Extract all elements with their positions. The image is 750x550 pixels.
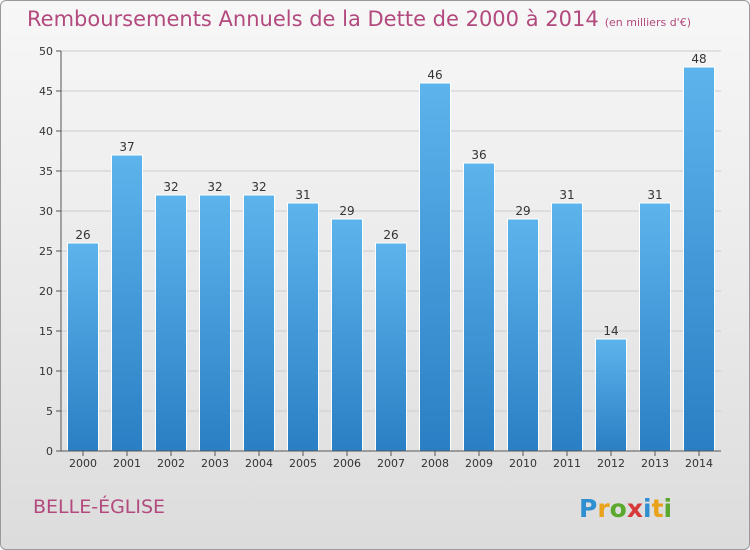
commune-name: BELLE-ÉGLISE bbox=[33, 496, 166, 518]
x-tick-label: 2004 bbox=[245, 457, 273, 470]
labels: 0 5 10 15 20 25 30 35 40 45 50 26 2000 37 2001 32 2002 32… bbox=[39, 45, 713, 470]
data-label: 14 bbox=[603, 324, 618, 338]
bar-2005 bbox=[287, 202, 319, 452]
data-label: 29 bbox=[339, 204, 354, 218]
y-tick-label: 5 bbox=[46, 405, 53, 418]
x-tick-label: 2000 bbox=[69, 457, 97, 470]
data-label: 31 bbox=[559, 188, 574, 202]
bar-2009 bbox=[463, 162, 495, 452]
bar-2010 bbox=[507, 218, 539, 452]
chart-title-text: Remboursements Annuels de la Dette de 20… bbox=[27, 7, 599, 31]
svg-text:Proxiti: Proxiti bbox=[579, 494, 672, 523]
y-tick-label: 0 bbox=[46, 445, 53, 458]
data-label: 48 bbox=[691, 52, 706, 66]
bar-2008 bbox=[419, 82, 451, 452]
x-tick-label: 2012 bbox=[597, 457, 625, 470]
y-tick-label: 30 bbox=[39, 205, 53, 218]
proxiti-logo: Proxiti bbox=[579, 494, 672, 523]
data-label: 46 bbox=[427, 68, 442, 82]
data-label: 29 bbox=[515, 204, 530, 218]
bars bbox=[67, 66, 715, 452]
x-tick-label: 2001 bbox=[113, 457, 141, 470]
data-label: 31 bbox=[647, 188, 662, 202]
data-label: 31 bbox=[295, 188, 310, 202]
bar-2007 bbox=[375, 242, 407, 452]
y-tick-label: 25 bbox=[39, 245, 53, 258]
y-tick-label: 15 bbox=[39, 325, 53, 338]
x-tick-label: 2005 bbox=[289, 457, 317, 470]
x-tick-label: 2009 bbox=[465, 457, 493, 470]
x-tick-label: 2002 bbox=[157, 457, 185, 470]
x-tick-label: 2007 bbox=[377, 457, 405, 470]
bar-2014 bbox=[683, 66, 715, 452]
bar-2013 bbox=[639, 202, 671, 452]
y-tick-label: 40 bbox=[39, 125, 53, 138]
bar-2011 bbox=[551, 202, 583, 452]
data-label: 36 bbox=[471, 148, 486, 162]
data-label: 26 bbox=[383, 228, 398, 242]
x-tick-label: 2013 bbox=[641, 457, 669, 470]
bar-2001 bbox=[111, 154, 143, 452]
x-tick-label: 2006 bbox=[333, 457, 361, 470]
x-tick-label: 2008 bbox=[421, 457, 449, 470]
axes bbox=[56, 50, 721, 456]
y-tick-label: 50 bbox=[39, 45, 53, 58]
bar-2002 bbox=[155, 194, 187, 452]
data-label: 32 bbox=[251, 180, 266, 194]
y-tick-label: 35 bbox=[39, 165, 53, 178]
chart-title: Remboursements Annuels de la Dette de 20… bbox=[27, 7, 691, 31]
data-label: 32 bbox=[163, 180, 178, 194]
data-label: 26 bbox=[75, 228, 90, 242]
bar-2004 bbox=[243, 194, 275, 452]
y-tick-label: 45 bbox=[39, 85, 53, 98]
data-label: 32 bbox=[207, 180, 222, 194]
x-tick-label: 2014 bbox=[685, 457, 713, 470]
x-tick-label: 2010 bbox=[509, 457, 537, 470]
y-tick-label: 20 bbox=[39, 285, 53, 298]
bar-2003 bbox=[199, 194, 231, 452]
bar-2006 bbox=[331, 218, 363, 452]
bar-chart: 0 5 10 15 20 25 30 35 40 45 50 26 2000 37 2001 32 2002 32… bbox=[39, 45, 721, 470]
bar-2000 bbox=[67, 242, 99, 452]
data-label: 37 bbox=[119, 140, 134, 154]
chart-subtitle: (en milliers d'€) bbox=[604, 16, 691, 29]
x-tick-label: 2011 bbox=[553, 457, 581, 470]
x-tick-label: 2003 bbox=[201, 457, 229, 470]
y-tick-label: 10 bbox=[39, 365, 53, 378]
bar-2012 bbox=[595, 338, 627, 452]
